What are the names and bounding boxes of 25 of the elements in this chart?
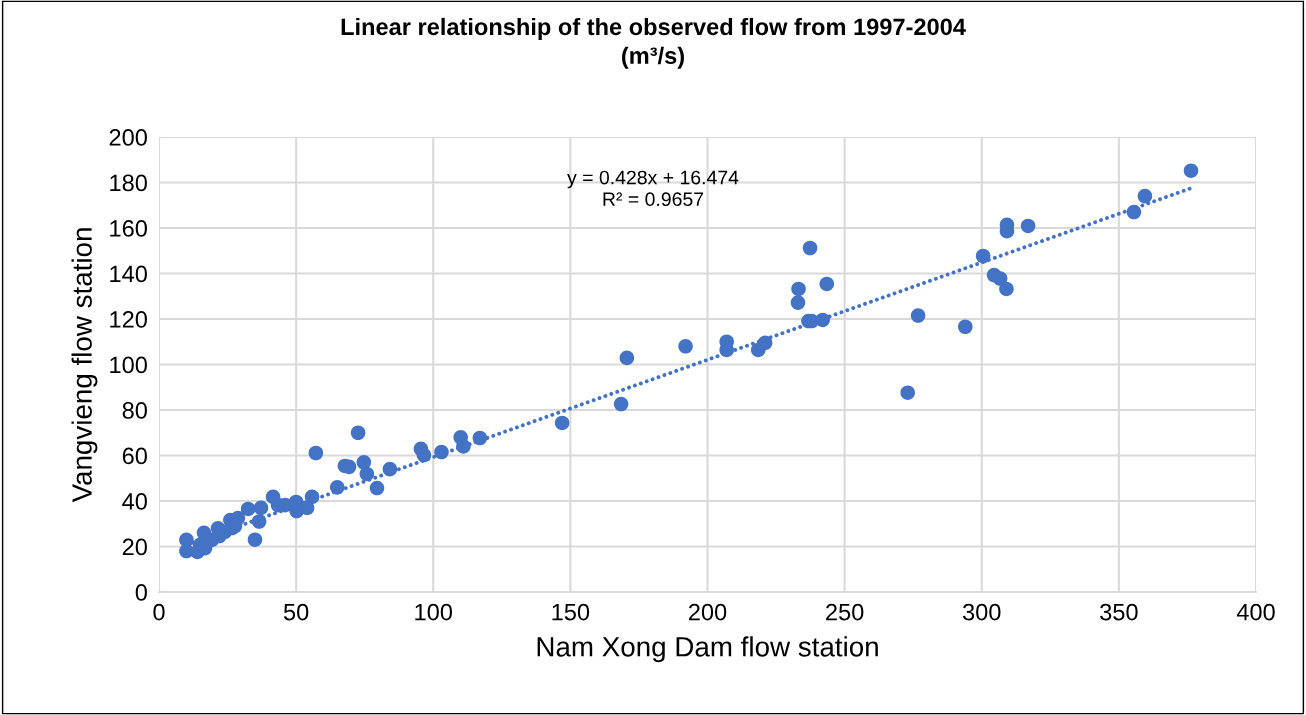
x-tick-label: 200 <box>688 603 727 621</box>
x-tick-label: 350 <box>1100 603 1138 621</box>
y-tick-label: 100 <box>110 356 147 374</box>
y-tick-label: 200 <box>109 129 147 146</box>
x-tick-label: 300 <box>962 603 1001 621</box>
x-tick-label: 100 <box>415 603 453 621</box>
x-tick-label: 150 <box>552 603 590 621</box>
y-tick-label: 0 <box>135 584 147 601</box>
y-axis-title: Vangvieng flow station <box>71 228 98 503</box>
y-tick-label: 160 <box>110 220 147 237</box>
chart-title: Linear relationship of the observed flow from 1997-2004 (m³/s) <box>341 17 966 69</box>
annotation: R² = 0.9657 <box>603 192 704 207</box>
x-axis-title: Nam Xong Dam flow station <box>537 636 878 663</box>
x-tick-label: 0 <box>153 603 165 621</box>
x-tick-label: 50 <box>283 603 309 621</box>
y-tick-label: 180 <box>110 174 147 192</box>
y-tick-label: 120 <box>110 311 147 328</box>
y-tick-label: 40 <box>122 493 147 510</box>
x-tick-label: 250 <box>826 603 864 621</box>
y-tick-label: 60 <box>122 447 147 465</box>
y-tick-label: 80 <box>122 402 147 419</box>
x-tick-label: 400 <box>1236 603 1275 621</box>
y-tick-label: 20 <box>122 538 147 556</box>
y-tick-label: 140 <box>110 265 147 283</box>
annotation: y = 0.428x + 16.474 <box>567 170 739 189</box>
